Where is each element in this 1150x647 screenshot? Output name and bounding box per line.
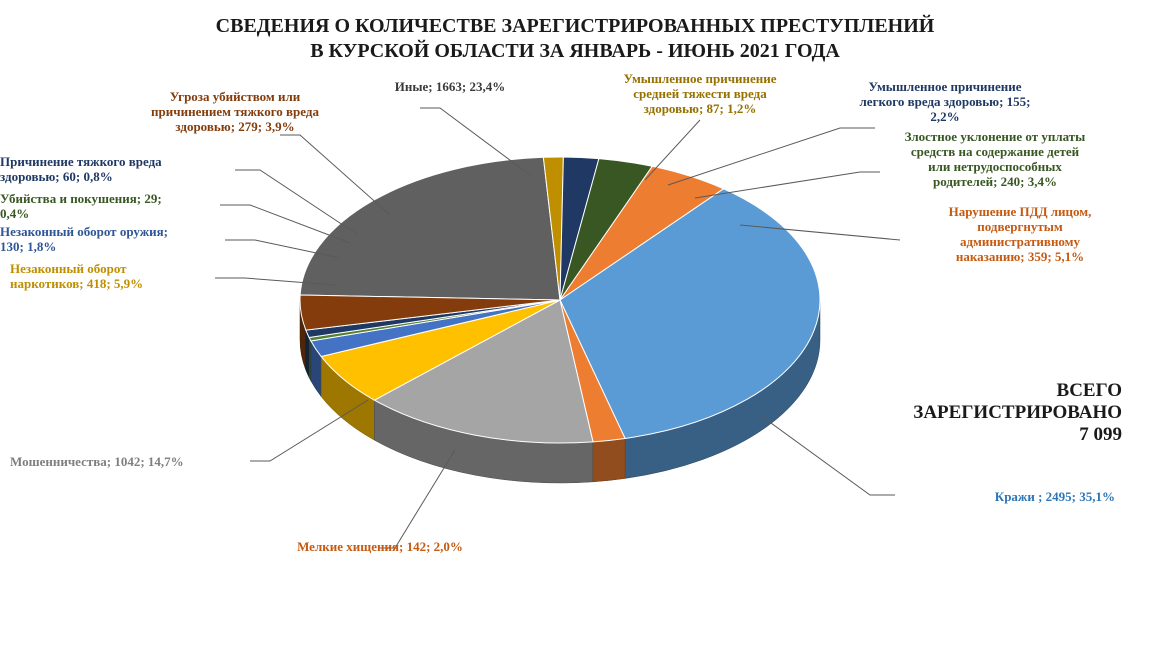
- slice-label: Иные; 1663; 23,4%: [320, 80, 580, 95]
- slice-label: Причинение тяжкого вреда здоровью; 60; 0…: [0, 155, 235, 185]
- slice-label: Нарушение ПДД лицом, подвергнутым админи…: [900, 205, 1140, 265]
- chart-stage: { "title": "СВЕДЕНИЯ О КОЛИЧЕСТВЕ ЗАРЕГИ…: [0, 0, 1150, 647]
- slice-label: Незаконный оборот наркотиков; 418; 5,9%: [10, 262, 215, 292]
- chart-title: СВЕДЕНИЯ О КОЛИЧЕСТВЕ ЗАРЕГИСТРИРОВАННЫХ…: [0, 14, 1150, 64]
- slice-label: Мошенничества; 1042; 14,7%: [10, 455, 255, 470]
- slice-label: Злостное уклонение от уплаты средств на …: [855, 130, 1135, 190]
- slice-label: Мелкие хищения; 142; 2,0%: [250, 540, 510, 555]
- slice-label: Убийства и покушения; 29; 0,4%: [0, 192, 220, 222]
- slice-label: Кражи ; 2495; 35,1%: [895, 490, 1115, 505]
- pie-chart: [250, 110, 870, 530]
- slice-label: Незаконный оборот оружия; 130; 1,8%: [0, 225, 225, 255]
- pie-svg: [250, 110, 870, 530]
- total-registered: ВСЕГО ЗАРЕГИСТРИРОВАНО 7 099: [913, 380, 1122, 446]
